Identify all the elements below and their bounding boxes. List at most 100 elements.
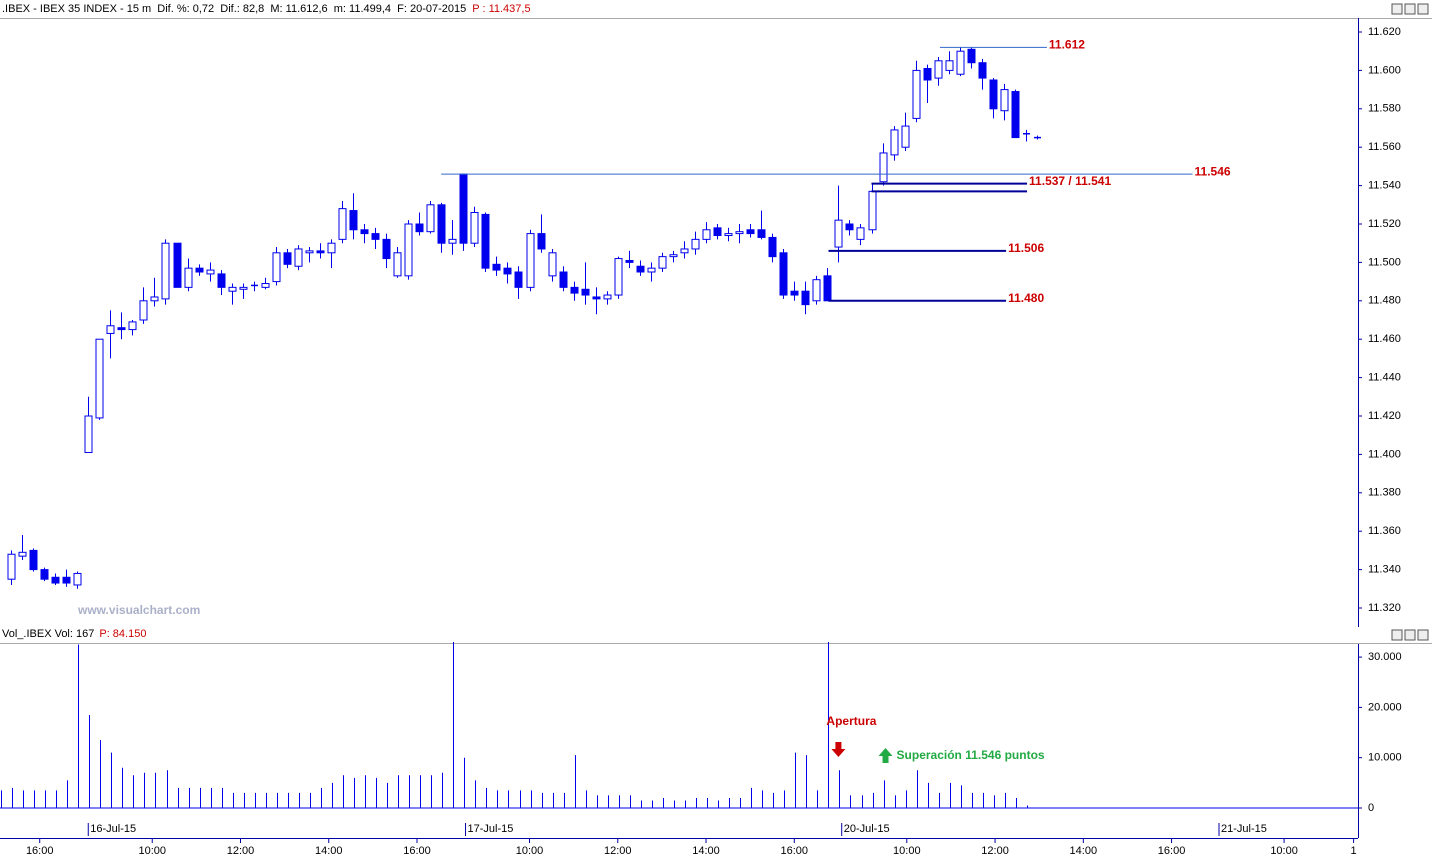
candle-body: [1011, 91, 1020, 139]
window-buttons[interactable]: [1391, 3, 1429, 641]
candle-body: [724, 233, 733, 237]
candle-body: [117, 327, 126, 331]
y-tick-label: 11.480: [1368, 295, 1401, 307]
minimize-button[interactable]: [1391, 629, 1403, 641]
candle-body: [680, 248, 689, 254]
candle-body: [912, 69, 921, 119]
candle-body: [62, 576, 71, 584]
date-tick-label: 17-Jul-15: [468, 823, 514, 835]
y-tick-label: 11.600: [1368, 64, 1401, 76]
candle-body: [327, 242, 336, 254]
y-tick-label: 11.460: [1368, 333, 1401, 345]
candle-body: [217, 273, 226, 288]
x-tick-label: 14:00: [1070, 845, 1098, 857]
candle-body: [305, 250, 314, 254]
date-tick-label: 21-Jul-15: [1221, 823, 1267, 835]
candle-body: [945, 60, 954, 71]
candle-body: [890, 129, 899, 156]
candle-body: [868, 190, 877, 231]
candle-body: [879, 152, 888, 183]
candle-body: [746, 229, 755, 235]
candle-body: [989, 79, 998, 110]
candle-body: [51, 576, 60, 584]
x-tick-label: 10:00: [893, 845, 921, 857]
x-tick-label: 10:00: [1270, 845, 1298, 857]
candle-body: [537, 233, 546, 250]
candle-body: [106, 325, 115, 334]
x-tick-label: 16:00: [1158, 845, 1186, 857]
annotation-text: Superación 11.546 puntos: [897, 748, 1045, 762]
candle-body: [856, 227, 865, 240]
volume-price-label: P: 84.150: [99, 628, 146, 640]
minimize-button[interactable]: [1391, 3, 1403, 15]
x-tick-label: 16:00: [781, 845, 809, 857]
candle-body: [448, 238, 457, 244]
x-tick-label: 14:00: [315, 845, 343, 857]
y-tick-label: 11.340: [1368, 564, 1401, 576]
annotation-arrow: [878, 748, 893, 763]
candle-body: [526, 233, 535, 288]
candle-body: [967, 48, 976, 64]
maximize-button[interactable]: [1404, 3, 1416, 15]
candle-body: [614, 258, 623, 296]
annotation-text: Apertura: [826, 714, 876, 728]
y-tick-label: 11.380: [1368, 487, 1401, 499]
y-tick-label: 11.320: [1368, 602, 1401, 614]
candle-body: [283, 252, 292, 265]
candle-body: [382, 238, 391, 260]
candle-body: [426, 204, 435, 233]
candle-body: [415, 223, 424, 233]
candle-body: [481, 213, 490, 269]
candle-body: [934, 60, 943, 79]
candle-body: [1000, 89, 1009, 112]
candle-body: [514, 271, 523, 288]
candle-body: [349, 210, 358, 231]
volume-title: Vol_.IBEX Vol: 167: [2, 628, 94, 640]
close-button[interactable]: [1417, 3, 1429, 15]
candle-body: [228, 286, 237, 292]
x-tick-label: 16:00: [26, 845, 54, 857]
candle-body: [790, 290, 799, 296]
candle-body: [173, 242, 182, 288]
x-tick-label: 12:00: [981, 845, 1009, 857]
candle-body: [84, 415, 93, 453]
candle-body: [437, 204, 446, 244]
close-button[interactable]: [1417, 629, 1429, 641]
candle-body: [823, 275, 832, 302]
candle-body: [128, 321, 137, 331]
candle-body: [570, 286, 579, 294]
y-tick-label: 11.520: [1368, 218, 1401, 230]
candle-body: [812, 279, 821, 302]
volume-y-tick-label: 0: [1368, 802, 1374, 814]
candle-body: [73, 572, 82, 586]
x-tick-label: 12:00: [604, 845, 632, 857]
candle-body: [581, 288, 590, 296]
candle-body: [393, 252, 402, 277]
candle-body: [901, 125, 910, 148]
volume-y-tick-label: 30.000: [1368, 651, 1402, 663]
chart-title: .IBEX - IBEX 35 INDEX - 15 m Dif. %: 0,7…: [2, 3, 466, 15]
candle-body: [294, 248, 303, 267]
candle-body: [702, 229, 711, 240]
candle-body: [669, 254, 678, 258]
candle-body: [801, 290, 810, 306]
candle-body: [150, 296, 159, 302]
candle-body: [261, 283, 270, 288]
candle-body: [195, 267, 204, 273]
volume-y-tick-label: 10.000: [1368, 752, 1402, 764]
level-label: 11.537 / 11.541: [1029, 174, 1111, 188]
candle-body: [470, 211, 479, 244]
candle-body: [139, 300, 148, 321]
level-label: 11.506: [1008, 241, 1044, 255]
candle-body: [592, 296, 601, 300]
maximize-button[interactable]: [1404, 629, 1416, 641]
date-tick-label: 20-Jul-15: [844, 823, 890, 835]
x-tick-label: 10:00: [516, 845, 544, 857]
annotation-arrow: [831, 742, 846, 757]
candle-body: [713, 227, 722, 237]
x-tick-label: 1: [1351, 845, 1357, 857]
candle-body: [360, 229, 369, 235]
candle-body: [338, 208, 347, 240]
